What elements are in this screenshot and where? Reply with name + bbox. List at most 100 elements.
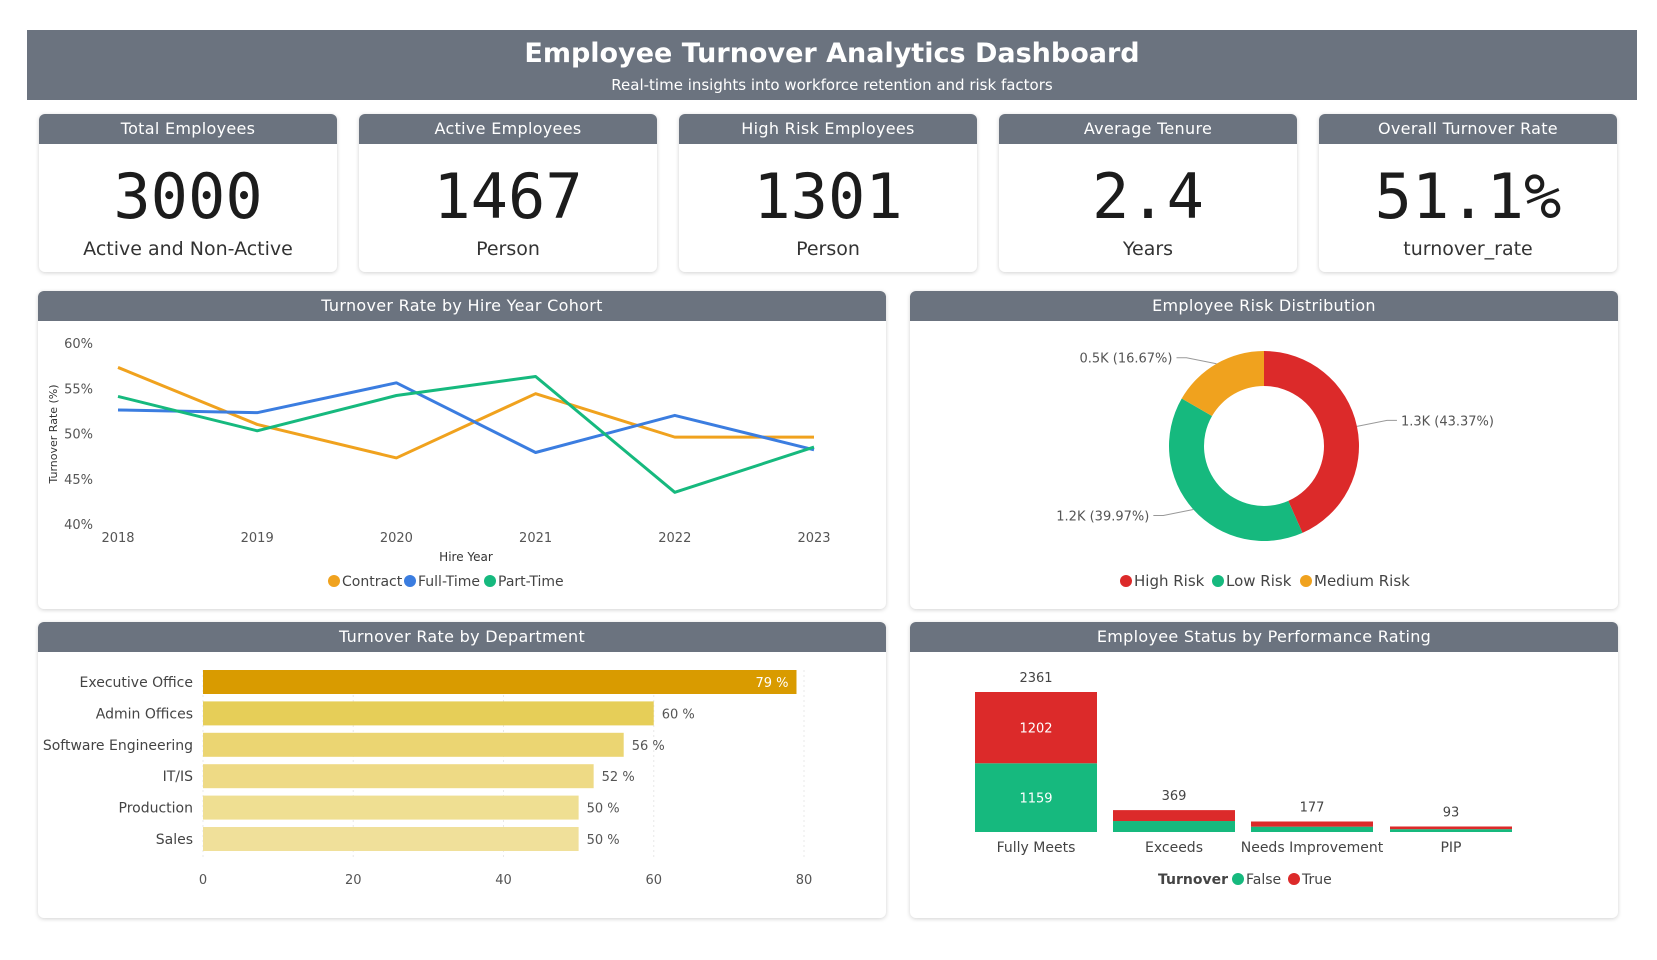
legend-label: Contract: [342, 574, 403, 590]
bar-executive-office: [203, 670, 797, 694]
x-tick-label: 2023: [797, 531, 830, 546]
x-tick-label: 80: [796, 873, 813, 888]
kpi-label: Average Tenure: [999, 114, 1297, 144]
donut-slice-high-risk: [1264, 351, 1359, 533]
total-data-label: 369: [1162, 789, 1187, 804]
category-label: Sales: [156, 832, 193, 848]
legend-label: Part-Time: [498, 574, 564, 590]
page-subtitle: Real-time insights into workforce retent…: [611, 76, 1053, 94]
legend-label: Full-Time: [418, 574, 480, 590]
x-tick-label: 2022: [658, 531, 691, 546]
panel-cohort-turnover: Turnover Rate by Hire Year Cohort 40% 45%…: [38, 291, 886, 609]
bar-admin-offices: [203, 701, 654, 726]
series-line-full-time: [117, 381, 815, 455]
series-line-part-time: [117, 374, 815, 494]
x-axis-label: Hire Year: [439, 550, 493, 564]
donut-slice-medium-risk: [1181, 351, 1264, 417]
legend-marker: [404, 575, 416, 587]
y-tick-label: 60%: [64, 337, 93, 352]
panel-title: Employee Risk Distribution: [910, 291, 1618, 321]
donut-data-label: 0.5K (16.67%): [1079, 352, 1172, 367]
x-tick-label: 40: [495, 873, 512, 888]
segment-data-label: 1159: [1019, 792, 1052, 807]
bar-data-label: 79 %: [755, 676, 788, 691]
category-label: IT/IS: [163, 769, 194, 785]
stacked-bar-chart: 1159 1202 2361 Fully Meets 369 Exceeds 177 Need…: [975, 671, 1512, 888]
category-label: Exceeds: [1145, 840, 1203, 856]
bar-sales: [203, 827, 579, 851]
dashboard-header: Employee Turnover Analytics Dashboard Re…: [27, 30, 1637, 100]
bar-segment-false: [1390, 829, 1512, 832]
donut-label-leader: [1176, 357, 1217, 365]
legend-label: Medium Risk: [1314, 572, 1410, 590]
y-tick-label: 50%: [64, 428, 93, 443]
x-tick-label: 0: [199, 873, 207, 888]
bar-data-label: 52 %: [602, 770, 635, 785]
kpi-card-total-employees: Total Employees 3000 Active and Non-Acti…: [39, 114, 337, 272]
total-data-label: 93: [1443, 805, 1460, 820]
kpi-label: Overall Turnover Rate: [1319, 114, 1617, 144]
page-title: Employee Turnover Analytics Dashboard: [524, 38, 1140, 69]
kpi-card-high-risk-employees: High Risk Employees 1301 Person: [679, 114, 977, 272]
legend-marker: [1120, 575, 1132, 587]
panel-title: Turnover Rate by Hire Year Cohort: [38, 291, 886, 321]
bar-segment-true: [975, 692, 1097, 764]
category-label: Fully Meets: [997, 840, 1076, 856]
bar-segment-false: [975, 763, 1097, 832]
legend-marker: [1232, 873, 1244, 885]
kpi-value: 1467: [433, 160, 583, 233]
kpi-label: High Risk Employees: [679, 114, 977, 144]
bar-data-label: 56 %: [632, 739, 665, 754]
kpi-card-overall-turnover-rate: Overall Turnover Rate 51.1% turnover_rat…: [1319, 114, 1617, 272]
donut-label-leader: [1356, 419, 1397, 427]
kpi-unit: Years: [1122, 238, 1174, 260]
kpi-label: Active Employees: [359, 114, 657, 144]
kpi-value: 51.1%: [1374, 160, 1562, 233]
kpi-card-active-employees: Active Employees 1467 Person: [359, 114, 657, 272]
y-tick-label: 55%: [64, 382, 93, 397]
panel-title: Turnover Rate by Department: [38, 622, 886, 652]
bar-software-engineering: [203, 732, 624, 757]
bar-segment-true: [1113, 810, 1235, 822]
bar-production: [203, 795, 579, 820]
donut-label-leader: [1153, 509, 1194, 516]
bar-data-label: 50 %: [587, 802, 620, 817]
panel-department-turnover: Turnover Rate by Department 0 20 40 60 80 Exe…: [38, 622, 886, 918]
bar-segment-true: [1251, 821, 1373, 827]
line-chart: 40% 45% 50% 55% 60% 2018 2019 2020 2021 2022 2023 H…: [47, 337, 831, 590]
kpi-unit: turnover_rate: [1403, 238, 1533, 260]
legend-label: High Risk: [1134, 572, 1205, 590]
panel-title: Employee Status by Performance Rating: [910, 622, 1618, 652]
x-tick-label: 60: [645, 873, 662, 888]
category-label: Admin Offices: [96, 706, 193, 722]
legend-marker: [1212, 575, 1224, 587]
kpi-unit: Active and Non-Active: [83, 238, 293, 260]
y-tick-label: 40%: [64, 518, 93, 533]
legend-marker: [1288, 873, 1300, 885]
total-data-label: 2361: [1019, 671, 1052, 686]
category-label: Executive Office: [80, 675, 193, 691]
kpi-card-average-tenure: Average Tenure 2.4 Years: [999, 114, 1297, 272]
y-axis-label: Turnover Rate (%): [47, 384, 60, 484]
legend-label: False: [1246, 872, 1281, 888]
panel-performance-status: Employee Status by Performance Rating 11…: [910, 622, 1618, 918]
category-label: Production: [119, 801, 193, 817]
series-line-contract: [117, 366, 814, 460]
legend-label: Low Risk: [1226, 572, 1292, 590]
kpi-unit: Person: [476, 238, 540, 260]
x-tick-label: 20: [345, 873, 362, 888]
legend-label: True: [1301, 872, 1332, 888]
bar-segment-true: [1390, 826, 1512, 830]
horizontal-bar-chart: 0 20 40 60 80 Executive Office 79 % Admin Offic…: [43, 670, 813, 888]
x-tick-label: 2020: [380, 531, 413, 546]
donut-slice-low-risk: [1169, 398, 1303, 541]
x-tick-label: 2019: [241, 531, 274, 546]
total-data-label: 177: [1300, 801, 1325, 816]
legend-title: Turnover: [1158, 872, 1228, 888]
bar-segment-false: [1113, 821, 1235, 832]
bar-segment-false: [1251, 826, 1373, 832]
kpi-value: 1301: [753, 160, 903, 233]
donut-chart: 1.3K (43.37%) 1.2K (39.97%) 0.5K (16.67%) H…: [1056, 351, 1494, 590]
category-label: Needs Improvement: [1241, 840, 1384, 856]
bar-data-label: 60 %: [662, 707, 695, 722]
